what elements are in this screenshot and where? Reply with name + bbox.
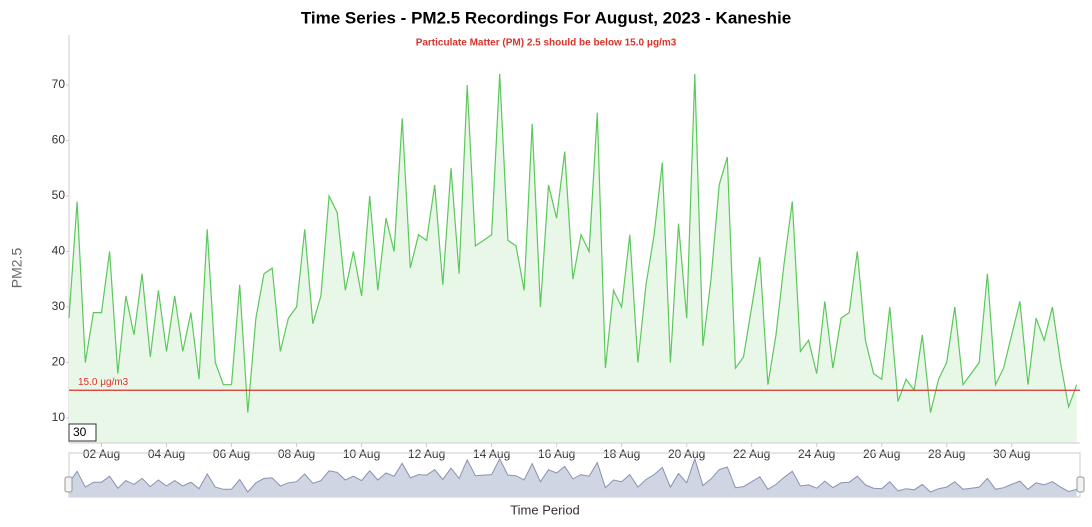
y-tick-label: 50	[52, 188, 66, 202]
x-tick-label: 26 Aug	[863, 447, 900, 461]
y-axis-label: PM2.5	[9, 248, 25, 289]
y-tick-label: 60	[52, 133, 66, 147]
area	[69, 73, 1077, 444]
x-axis-label: Time Period	[510, 502, 580, 517]
navigator-handle[interactable]	[64, 476, 73, 493]
x-tick-label: 16 Aug	[538, 447, 575, 461]
chart-title: Time Series - PM2.5 Recordings For Augus…	[301, 8, 791, 27]
x-tick-label: 12 Aug	[408, 447, 445, 461]
x-tick-label: 14 Aug	[473, 447, 510, 461]
y-tick-label: 40	[52, 244, 66, 258]
x-tick-label: 30 Aug	[993, 447, 1030, 461]
threshold-label: 15.0 μg/m3	[78, 377, 129, 388]
y-tick-label: 70	[52, 77, 66, 91]
x-tick-label: 22 Aug	[733, 447, 770, 461]
navigator-handle[interactable]	[1076, 476, 1085, 493]
range-box-text[interactable]: 30	[73, 425, 87, 439]
x-tick-label: 24 Aug	[798, 447, 835, 461]
navigator-line[interactable]	[68, 457, 1077, 493]
chart-subtitle: Particulate Matter (PM) 2.5 should be be…	[416, 38, 677, 49]
navigator[interactable]	[68, 457, 1077, 497]
x-tick-label: 02 Aug	[83, 447, 120, 461]
x-tick-label: 28 Aug	[928, 447, 965, 461]
x-tick-label: 06 Aug	[213, 447, 250, 461]
y-tick-label: 10	[52, 410, 66, 424]
plot: 10 20 30 40 50 60 70 02 Aug 04 Aug 06 Aug 08 Aug 10…	[52, 35, 1080, 461]
x-tick-label: 20 Aug	[668, 447, 705, 461]
navigator-area[interactable]	[69, 458, 1077, 497]
x-tick-label: 18 Aug	[603, 447, 640, 461]
x-tick-label: 10 Aug	[343, 447, 380, 461]
y-tick-label: 20	[52, 355, 66, 369]
x-tick-label: 08 Aug	[278, 447, 315, 461]
y-tick-label: 30	[52, 299, 66, 313]
range-box[interactable]	[68, 423, 97, 442]
x-tick-label: 04 Aug	[148, 447, 185, 461]
line	[68, 73, 1078, 413]
